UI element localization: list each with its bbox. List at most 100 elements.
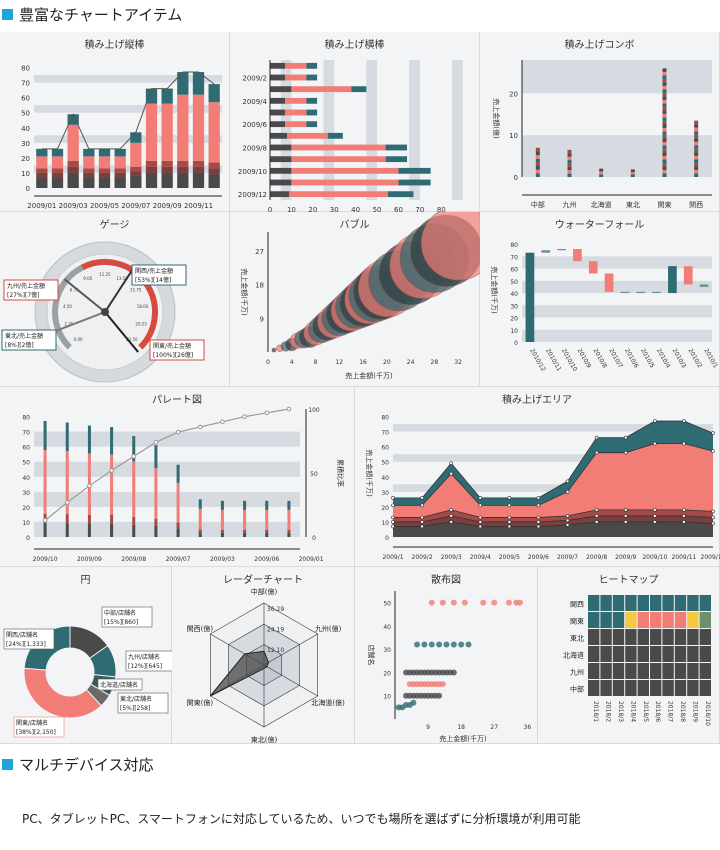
bar-segment bbox=[208, 174, 220, 188]
panel-stacked-column[interactable]: 積み上げ縦棒 0 10 20 30 40 50 60 70 80 2009/01 2009/03 20… bbox=[0, 32, 230, 212]
panel-title: レーダーチャート bbox=[223, 575, 303, 586]
panel-pie[interactable]: 円 中部/店舗名 [15%][860] 関西/店舗名 [24%][1,333] 九州/店… bbox=[0, 567, 172, 744]
bar-segment bbox=[83, 172, 95, 178]
bar-segment bbox=[306, 109, 318, 116]
heatmap-row-label: 東北 bbox=[570, 634, 584, 643]
heatmap-cell bbox=[687, 646, 699, 662]
y-tick-label: 70 bbox=[22, 430, 30, 437]
bar-segment bbox=[662, 71, 667, 76]
panel-waterfall[interactable]: ウォーターフォール 0 10 20 30 40 50 60 70 80 売上金額(千万) 2010/… bbox=[480, 212, 720, 387]
heatmap-cell bbox=[687, 595, 699, 611]
bar-segment bbox=[265, 532, 269, 537]
radar-tick-label: 24.19 bbox=[267, 626, 284, 633]
bar-segment bbox=[567, 166, 572, 171]
panel-stacked-area[interactable]: 積み上げエリア 0 10 20 30 40 50 60 70 80 売上金額(千万) 2009/1 2… bbox=[355, 387, 720, 567]
bar-segment bbox=[192, 160, 205, 167]
bar-segment bbox=[284, 97, 307, 104]
bar-segment bbox=[83, 148, 95, 157]
stacked-bar-chart: 2009/2 2009/4 2009/6 2009/8 2009/10 2009/12 0 1… bbox=[238, 60, 463, 212]
x-tick-label: 40 bbox=[351, 206, 360, 212]
panel-gauge[interactable]: ゲージ 0.00 2.25 4.50 6.75 9.00 11.25 13.50 15.75 1… bbox=[0, 212, 230, 387]
panel-stacked-combo[interactable]: 積み上げコンボ 0 10 20 売上金額(億) 中部 九州 北海道 東北 関東 関西 bbox=[480, 32, 720, 212]
grid-band bbox=[409, 60, 420, 200]
x-tick-label: 20 bbox=[383, 359, 391, 366]
bar-segment bbox=[630, 169, 635, 172]
bar-segment bbox=[87, 514, 91, 524]
donut-callout-label: 中部/店舗名 bbox=[104, 609, 136, 617]
bar-segment bbox=[599, 168, 604, 172]
y-tick-label: 20 bbox=[22, 505, 30, 512]
heading-square-icon bbox=[2, 758, 13, 770]
x-tick-label: 東北 bbox=[626, 200, 640, 209]
bar-segment bbox=[177, 166, 189, 173]
bar-segment bbox=[662, 99, 667, 104]
x-tick-label: 2010/2 bbox=[687, 348, 704, 370]
bar-segment bbox=[287, 532, 291, 537]
bar-segment bbox=[535, 151, 540, 156]
bar-segment bbox=[154, 525, 158, 537]
area-point bbox=[565, 490, 570, 494]
panel-title: ヒートマップ bbox=[598, 575, 659, 586]
area-layer bbox=[393, 509, 713, 522]
scatter-chart: 10 20 30 40 50 9 18 27 36 売上金額(千万) 店舗名 bbox=[367, 591, 531, 743]
bar-segment bbox=[65, 451, 69, 515]
x-tick-label: 2009/09 bbox=[153, 202, 182, 210]
y-tick-label: 30 bbox=[22, 490, 30, 497]
x-tick-label: 80 bbox=[437, 206, 446, 212]
x-tick-label: 2009/01 bbox=[299, 556, 324, 563]
cumulative-line bbox=[44, 408, 290, 521]
panel-stacked-bar[interactable]: 積み上げ横棒 2009/2 2009/4 2009/6 2009/8 2009/10 20… bbox=[230, 32, 480, 212]
bar-segment bbox=[145, 88, 158, 104]
y-tick-label: 9 bbox=[260, 315, 264, 323]
heatmap-cell bbox=[662, 663, 674, 679]
heatmap-cell bbox=[699, 680, 711, 696]
bar-segment bbox=[36, 172, 48, 178]
panel-scatter[interactable]: 散布図 10 20 30 40 50 9 18 27 36 売上金額(千万) 店舗名 bbox=[355, 567, 538, 744]
bar-segment bbox=[291, 144, 386, 151]
grid-band bbox=[280, 60, 292, 200]
panel-bubble[interactable]: バブル 9 18 27 0 4 8 12 16 20 24 28 32 売上金額(千万) 売上金額(千万) bbox=[230, 212, 480, 387]
bar-segment bbox=[98, 168, 111, 173]
panel-radar[interactable]: レーダーチャート 中部(億) 九州(億) 北海道(億) 東北(億) 関東(億) 関西(億)… bbox=[172, 567, 355, 744]
grid-band bbox=[522, 305, 712, 318]
grid-band bbox=[522, 256, 712, 269]
gauge-needle bbox=[104, 311, 139, 353]
bar-segment bbox=[265, 500, 269, 510]
area-point bbox=[536, 496, 541, 500]
panel-heatmap[interactable]: ヒートマップ 関西 関東 東北 北海道 九州 中部 2018/1 2018/2 2018/3 20… bbox=[538, 567, 720, 744]
stacked-area-chart: 0 10 20 30 40 50 60 70 80 売上金額(千万) 2009/1 2009/2 200… bbox=[365, 415, 720, 561]
bar-segment bbox=[327, 132, 343, 139]
grid-band bbox=[34, 491, 300, 507]
gauge-callout-value: [53%][14億] bbox=[135, 276, 171, 284]
bar-segment bbox=[630, 171, 635, 175]
bar-segment bbox=[287, 529, 291, 533]
area-point bbox=[594, 450, 599, 455]
grid-band bbox=[393, 424, 713, 432]
bar-segment bbox=[51, 168, 64, 173]
heatmap-cell bbox=[674, 595, 687, 611]
bar-segment bbox=[145, 160, 158, 167]
bar-segment bbox=[662, 162, 667, 167]
heatmap-cell bbox=[637, 612, 649, 628]
panel-pareto[interactable]: パレート図 0 10 20 30 40 50 60 70 80 0 50 100 累積比率 2009/10… bbox=[0, 387, 355, 567]
bar-segment bbox=[270, 132, 288, 139]
gauge-scale-label: 6.75 bbox=[70, 288, 79, 293]
grid-band bbox=[393, 454, 713, 462]
bar-segment bbox=[694, 134, 699, 139]
bar-segment bbox=[306, 62, 318, 69]
bar-segment bbox=[535, 173, 540, 177]
bar-segment bbox=[662, 145, 667, 149]
y-tick-label: 40 bbox=[381, 475, 389, 482]
scatter-point bbox=[505, 599, 512, 606]
gauge-scale-label: 13.50 bbox=[117, 276, 129, 281]
bar-segment bbox=[535, 166, 540, 170]
bar-segment bbox=[176, 482, 180, 523]
area-point bbox=[594, 435, 599, 440]
x-tick-label: 2009/09 bbox=[77, 556, 102, 563]
area-point bbox=[711, 521, 715, 526]
x-tick-label: 2009/5 bbox=[499, 554, 520, 561]
area-point bbox=[623, 520, 628, 524]
bar-segment bbox=[176, 522, 180, 529]
bar-segment bbox=[270, 74, 285, 81]
